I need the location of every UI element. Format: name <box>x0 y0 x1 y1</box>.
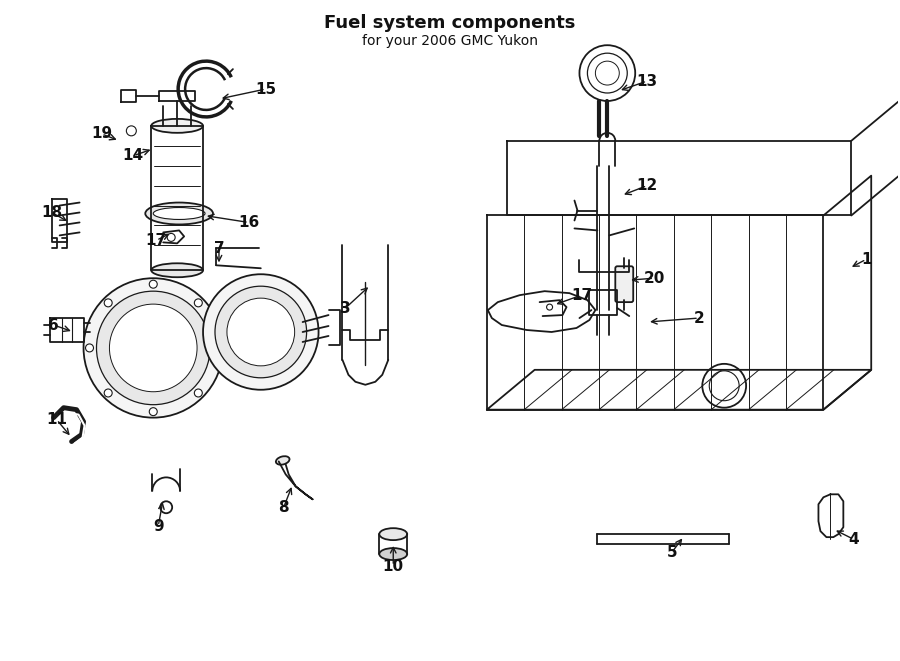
Text: 10: 10 <box>382 559 404 574</box>
Circle shape <box>104 389 112 397</box>
Text: 8: 8 <box>278 500 289 515</box>
Text: for your 2006 GMC Yukon: for your 2006 GMC Yukon <box>362 34 538 48</box>
Circle shape <box>84 278 223 418</box>
Ellipse shape <box>379 528 407 540</box>
Circle shape <box>167 233 176 241</box>
Circle shape <box>110 304 197 392</box>
Circle shape <box>194 389 202 397</box>
Text: 7: 7 <box>213 241 224 256</box>
Ellipse shape <box>153 208 205 219</box>
Text: 20: 20 <box>644 271 665 286</box>
Ellipse shape <box>151 263 203 277</box>
Circle shape <box>160 501 172 513</box>
Text: 2: 2 <box>694 311 705 326</box>
Circle shape <box>213 344 221 352</box>
Circle shape <box>104 299 112 307</box>
Circle shape <box>126 126 136 136</box>
Text: 19: 19 <box>91 126 112 141</box>
Ellipse shape <box>379 548 407 560</box>
Circle shape <box>546 304 553 310</box>
Circle shape <box>96 291 210 405</box>
Ellipse shape <box>145 202 213 225</box>
Text: Fuel system components: Fuel system components <box>324 15 576 32</box>
Circle shape <box>227 298 294 366</box>
Circle shape <box>203 274 319 390</box>
Text: 9: 9 <box>153 519 164 533</box>
Circle shape <box>194 299 202 307</box>
Text: 16: 16 <box>238 215 259 230</box>
Text: 12: 12 <box>636 178 658 193</box>
Text: 1: 1 <box>861 252 871 267</box>
Circle shape <box>86 344 94 352</box>
Ellipse shape <box>276 456 290 465</box>
Circle shape <box>215 286 307 378</box>
Circle shape <box>149 408 158 416</box>
Text: 4: 4 <box>848 531 859 547</box>
Text: 3: 3 <box>340 301 351 315</box>
Text: 14: 14 <box>122 148 144 163</box>
Text: 6: 6 <box>49 317 59 332</box>
FancyBboxPatch shape <box>616 266 634 302</box>
Text: 5: 5 <box>667 545 678 560</box>
Text: 17: 17 <box>146 233 166 248</box>
Text: 11: 11 <box>46 412 68 427</box>
Text: 15: 15 <box>256 81 276 97</box>
Text: 17: 17 <box>571 288 592 303</box>
Circle shape <box>149 280 158 288</box>
Ellipse shape <box>151 119 203 133</box>
Text: 13: 13 <box>636 73 658 89</box>
Text: 18: 18 <box>41 205 62 220</box>
